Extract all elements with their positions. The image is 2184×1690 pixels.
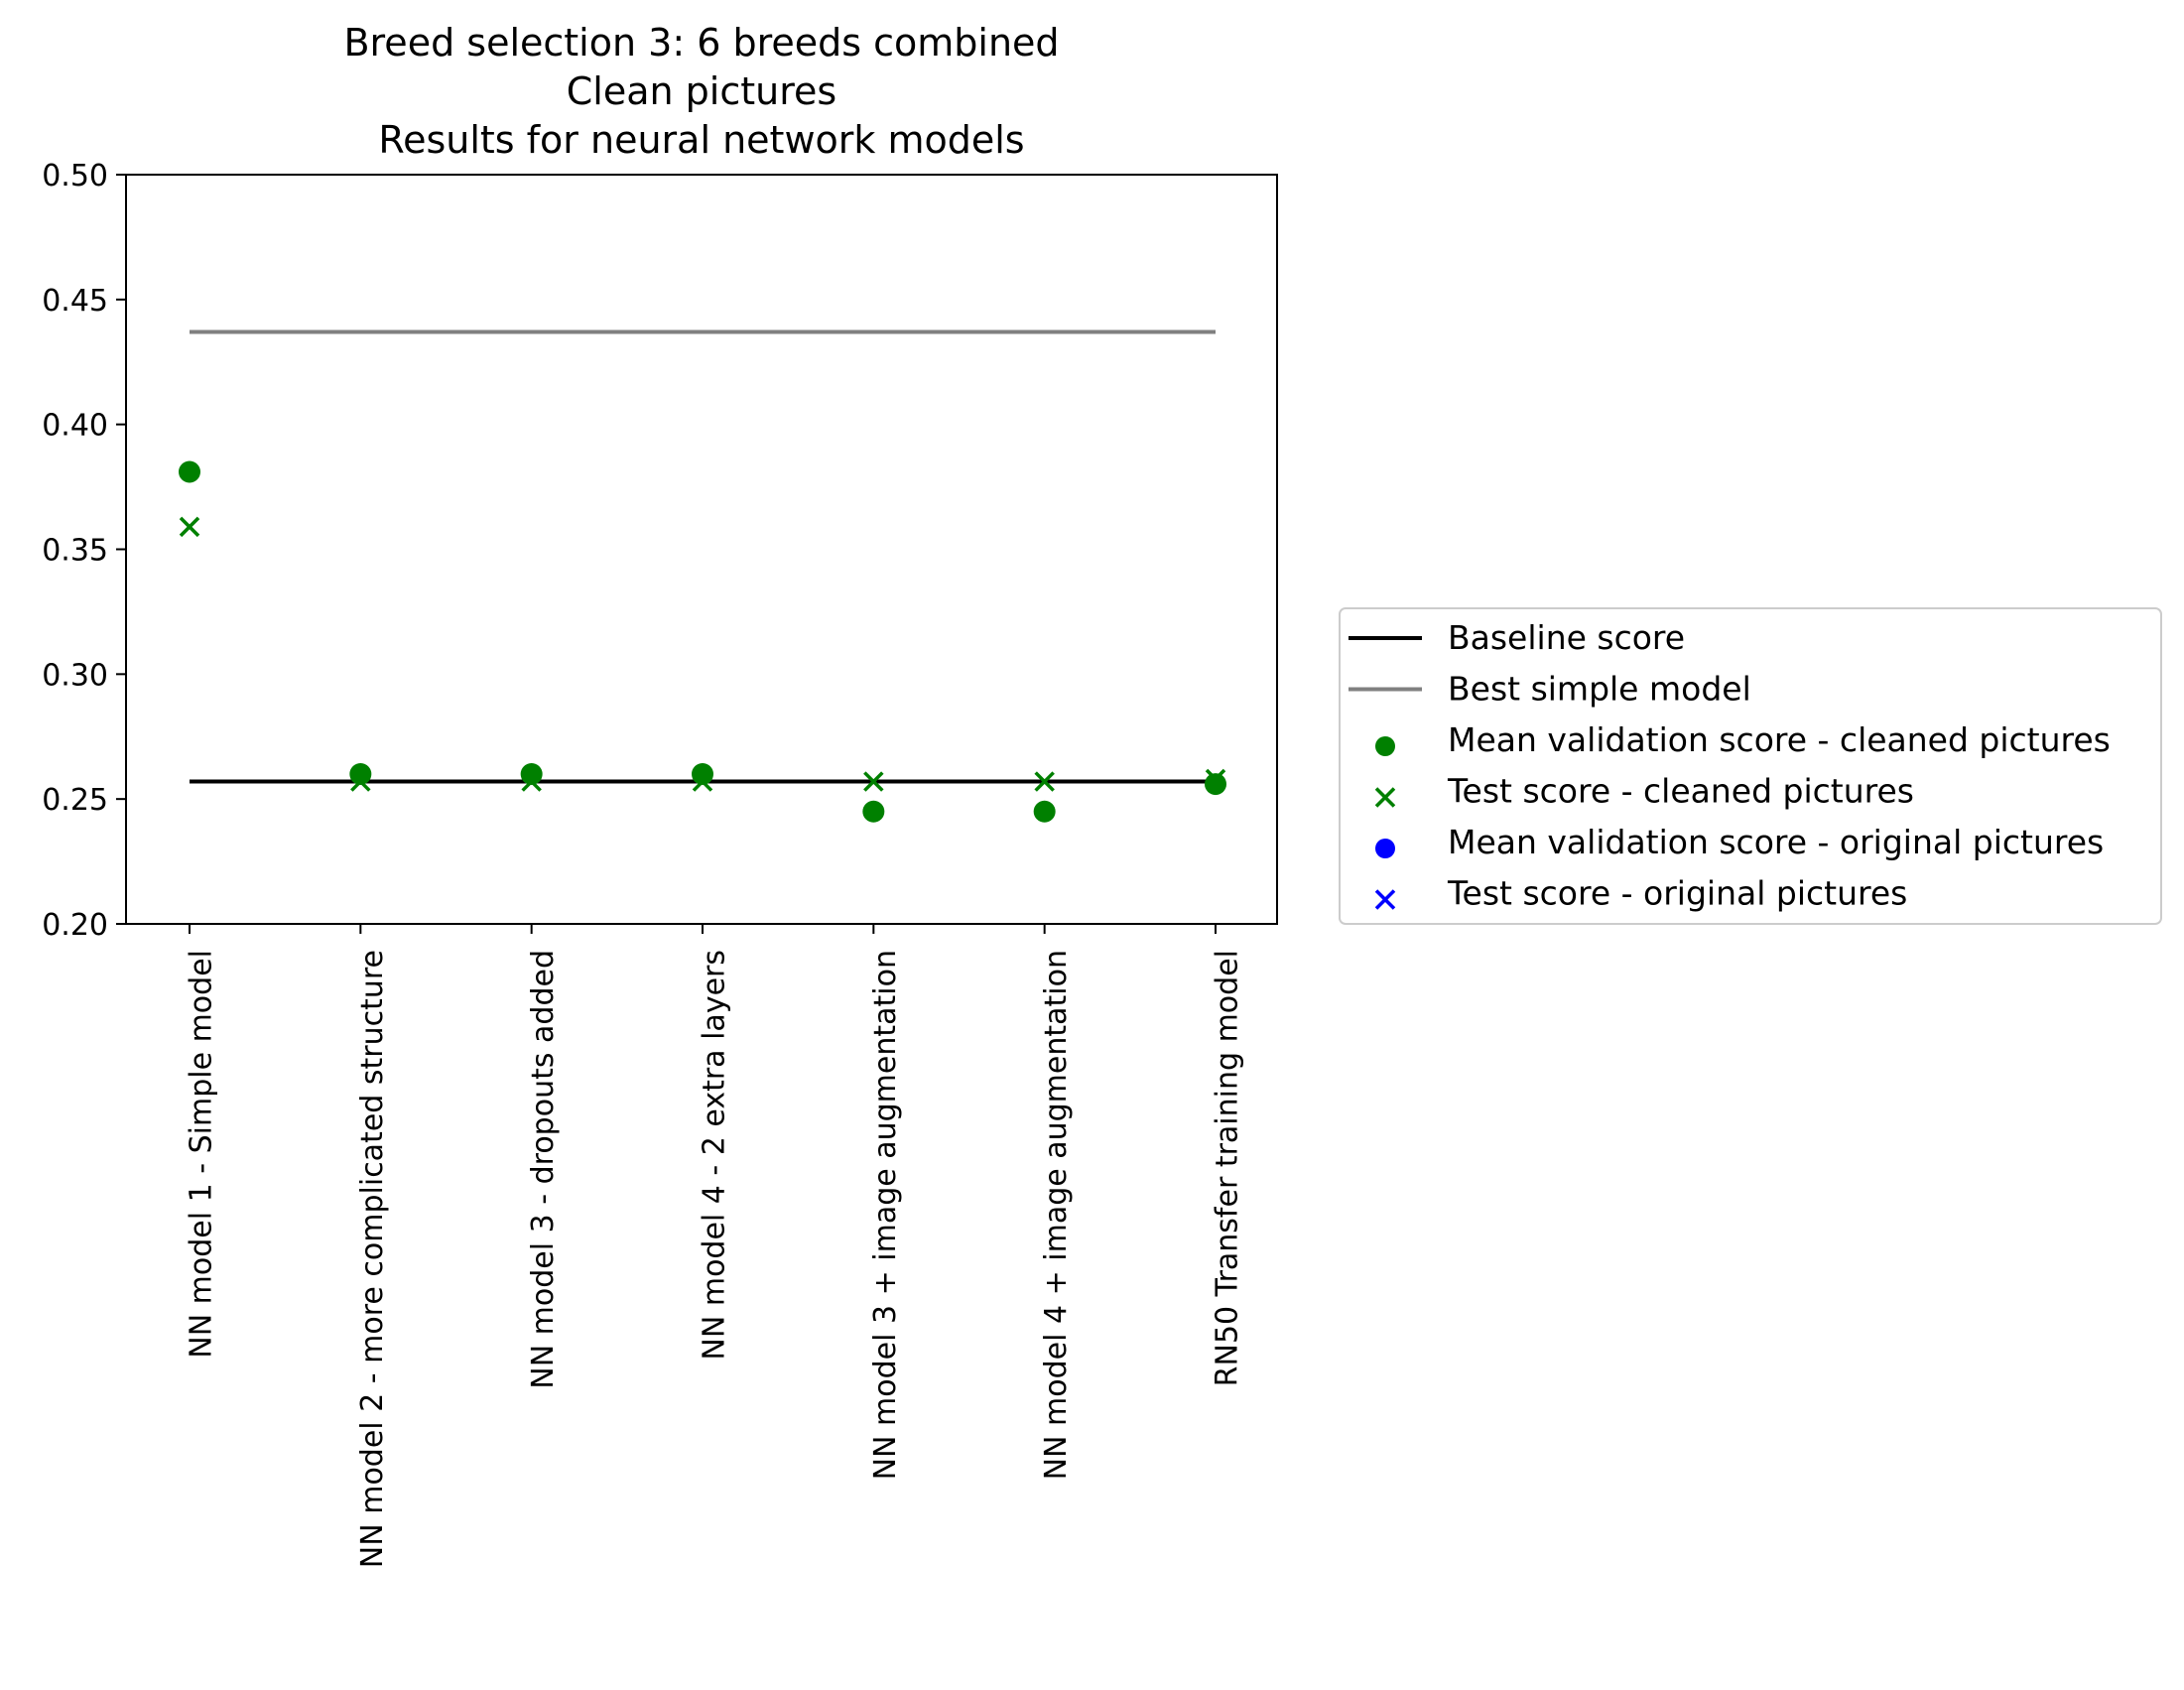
y-axis: 0.20 0.25 0.30 0.35 0.40 0.45 0.50 <box>42 159 126 943</box>
chart-title-line: Results for neural network models <box>378 118 1024 162</box>
legend-label: Best simple model <box>1448 670 1751 709</box>
data-point <box>520 763 543 785</box>
legend-label: Test score - cleaned pictures <box>1447 772 1914 811</box>
legend: Baseline score Best simple model Mean vali… <box>1339 607 2162 925</box>
data-point <box>350 771 371 792</box>
legend-entry: Baseline score <box>1349 618 1685 657</box>
y-tick-label: 0.30 <box>42 658 108 693</box>
data-point <box>863 771 884 792</box>
data-point <box>1034 771 1055 792</box>
data-point <box>179 516 200 538</box>
data-point <box>692 763 713 785</box>
legend-swatch-circle <box>1375 736 1395 756</box>
data-point <box>862 800 885 823</box>
legend-entry: Best simple model <box>1349 670 1751 709</box>
x-tick-label: RN50 Transfer training model <box>1211 950 1245 1386</box>
x-axis: NN model 1 - Simple model NN model 2 - mo… <box>185 924 1245 1568</box>
data-markers <box>179 460 1226 823</box>
data-point <box>179 460 200 483</box>
legend-frame <box>1339 607 2162 925</box>
y-tick-label: 0.25 <box>42 783 108 818</box>
legend-label: Mean validation score - cleaned pictures <box>1448 720 2111 759</box>
chart-title: Breed selection 3: 6 breeds combinedClea… <box>343 21 1059 162</box>
legend-entry: Mean validation score - original picture… <box>1375 823 2104 861</box>
data-point <box>1033 800 1056 823</box>
legend-entry: Test score - original pictures <box>1374 874 1907 913</box>
y-tick-label: 0.45 <box>42 284 108 319</box>
reference-lines <box>190 329 1216 784</box>
legend-label: Baseline score <box>1448 618 1685 657</box>
x-tick-label: NN model 2 - more complicated structure <box>355 950 390 1568</box>
x-tick-label: NN model 4 + image augmentation <box>1039 950 1074 1480</box>
x-tick-label: NN model 3 + image augmentation <box>868 950 903 1480</box>
x-tick-label: NN model 3 - dropouts added <box>526 950 561 1389</box>
legend-entry: Mean validation score - cleaned pictures <box>1375 720 2111 759</box>
data-point <box>349 763 372 785</box>
plot-area-frame <box>125 174 1278 925</box>
chart-title-line: Breed selection 3: 6 breeds combined <box>343 21 1059 65</box>
y-tick-label: 0.40 <box>42 409 108 444</box>
data-point <box>521 771 542 792</box>
legend-swatch-x <box>1374 889 1396 910</box>
legend-swatch-circle <box>1375 839 1395 858</box>
x-tick-label: NN model 4 - 2 extra layers <box>698 950 732 1361</box>
legend-label: Test score - original pictures <box>1447 874 1907 913</box>
y-tick-label: 0.50 <box>42 159 108 194</box>
legend-entry: Test score - cleaned pictures <box>1374 772 1914 811</box>
x-tick-label: NN model 1 - Simple model <box>185 950 219 1359</box>
chart-title-line: Clean pictures <box>567 69 836 113</box>
legend-label: Mean validation score - original picture… <box>1448 823 2104 861</box>
y-tick-label: 0.35 <box>42 534 108 569</box>
data-point <box>1205 773 1226 796</box>
data-point <box>692 771 713 792</box>
data-point <box>1205 768 1226 790</box>
y-tick-label: 0.20 <box>42 908 108 943</box>
legend-swatch-x <box>1374 787 1396 808</box>
